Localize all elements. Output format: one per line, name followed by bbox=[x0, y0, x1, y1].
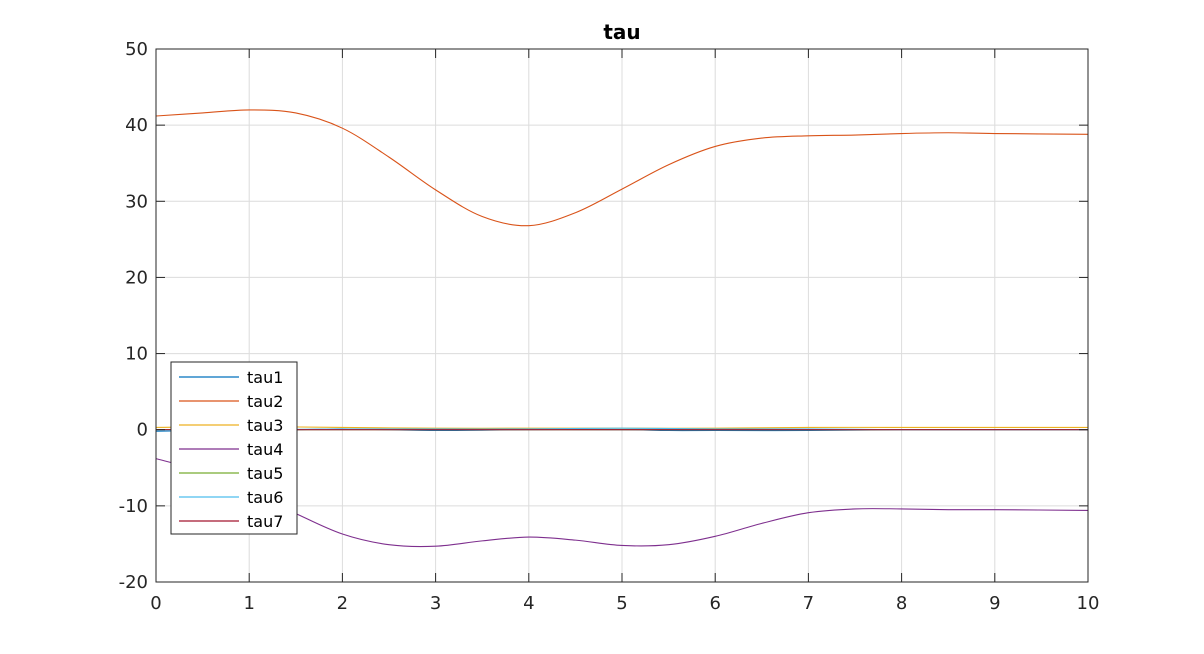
legend-item-tau2[interactable]: tau2 bbox=[179, 392, 283, 411]
x-tick-labels: 0 1 2 3 4 5 6 7 8 9 10 bbox=[150, 593, 1099, 614]
y-tick-label-2: 0 bbox=[137, 420, 148, 441]
y-tick-label-6: 40 bbox=[125, 115, 148, 136]
legend[interactable]: tau1 tau2 tau3 tau4 tau5 tau6 tau7 bbox=[170, 361, 298, 535]
x-tick-label-4: 4 bbox=[523, 593, 534, 614]
legend-label-tau5: tau5 bbox=[247, 464, 283, 483]
legend-label-tau4: tau4 bbox=[247, 440, 283, 459]
y-tick-label-0: -20 bbox=[119, 572, 148, 593]
series-line-tau4 bbox=[155, 458, 1089, 548]
y-tick-labels: -20 -10 0 10 20 30 40 50 bbox=[119, 39, 148, 593]
x-tick-label-5: 5 bbox=[616, 593, 627, 614]
series-line-tau2 bbox=[155, 109, 1089, 227]
y-tick-label-1: -10 bbox=[119, 496, 148, 517]
y-tick-label-7: 50 bbox=[125, 39, 148, 60]
legend-label-tau6: tau6 bbox=[247, 488, 283, 507]
legend-item-tau6[interactable]: tau6 bbox=[179, 488, 283, 507]
x-tick-label-1: 1 bbox=[243, 593, 254, 614]
legend-label-tau7: tau7 bbox=[247, 512, 283, 531]
ticks bbox=[155, 48, 1089, 583]
legend-label-tau1: tau1 bbox=[247, 368, 283, 387]
legend-item-tau5[interactable]: tau5 bbox=[179, 464, 283, 483]
x-tick-label-0: 0 bbox=[150, 593, 161, 614]
x-tick-label-3: 3 bbox=[430, 593, 441, 614]
x-tick-label-8: 8 bbox=[896, 593, 907, 614]
y-tick-label-3: 10 bbox=[125, 344, 148, 365]
chart-title: tau bbox=[603, 20, 640, 44]
x-tick-label-9: 9 bbox=[989, 593, 1000, 614]
legend-label-tau3: tau3 bbox=[247, 416, 283, 435]
x-tick-label-6: 6 bbox=[709, 593, 720, 614]
legend-box bbox=[170, 361, 298, 535]
x-tick-label-7: 7 bbox=[803, 593, 814, 614]
x-tick-label-10: 10 bbox=[1077, 593, 1100, 614]
legend-label-tau2: tau2 bbox=[247, 392, 283, 411]
y-tick-label-5: 30 bbox=[125, 191, 148, 212]
legend-item-tau3[interactable]: tau3 bbox=[179, 416, 283, 435]
legend-item-tau1[interactable]: tau1 bbox=[179, 368, 283, 387]
y-tick-label-4: 20 bbox=[125, 267, 148, 288]
series-lines bbox=[155, 109, 1089, 548]
x-tick-label-2: 2 bbox=[337, 593, 348, 614]
legend-item-tau4[interactable]: tau4 bbox=[179, 440, 283, 459]
legend-item-tau7[interactable]: tau7 bbox=[179, 512, 283, 531]
